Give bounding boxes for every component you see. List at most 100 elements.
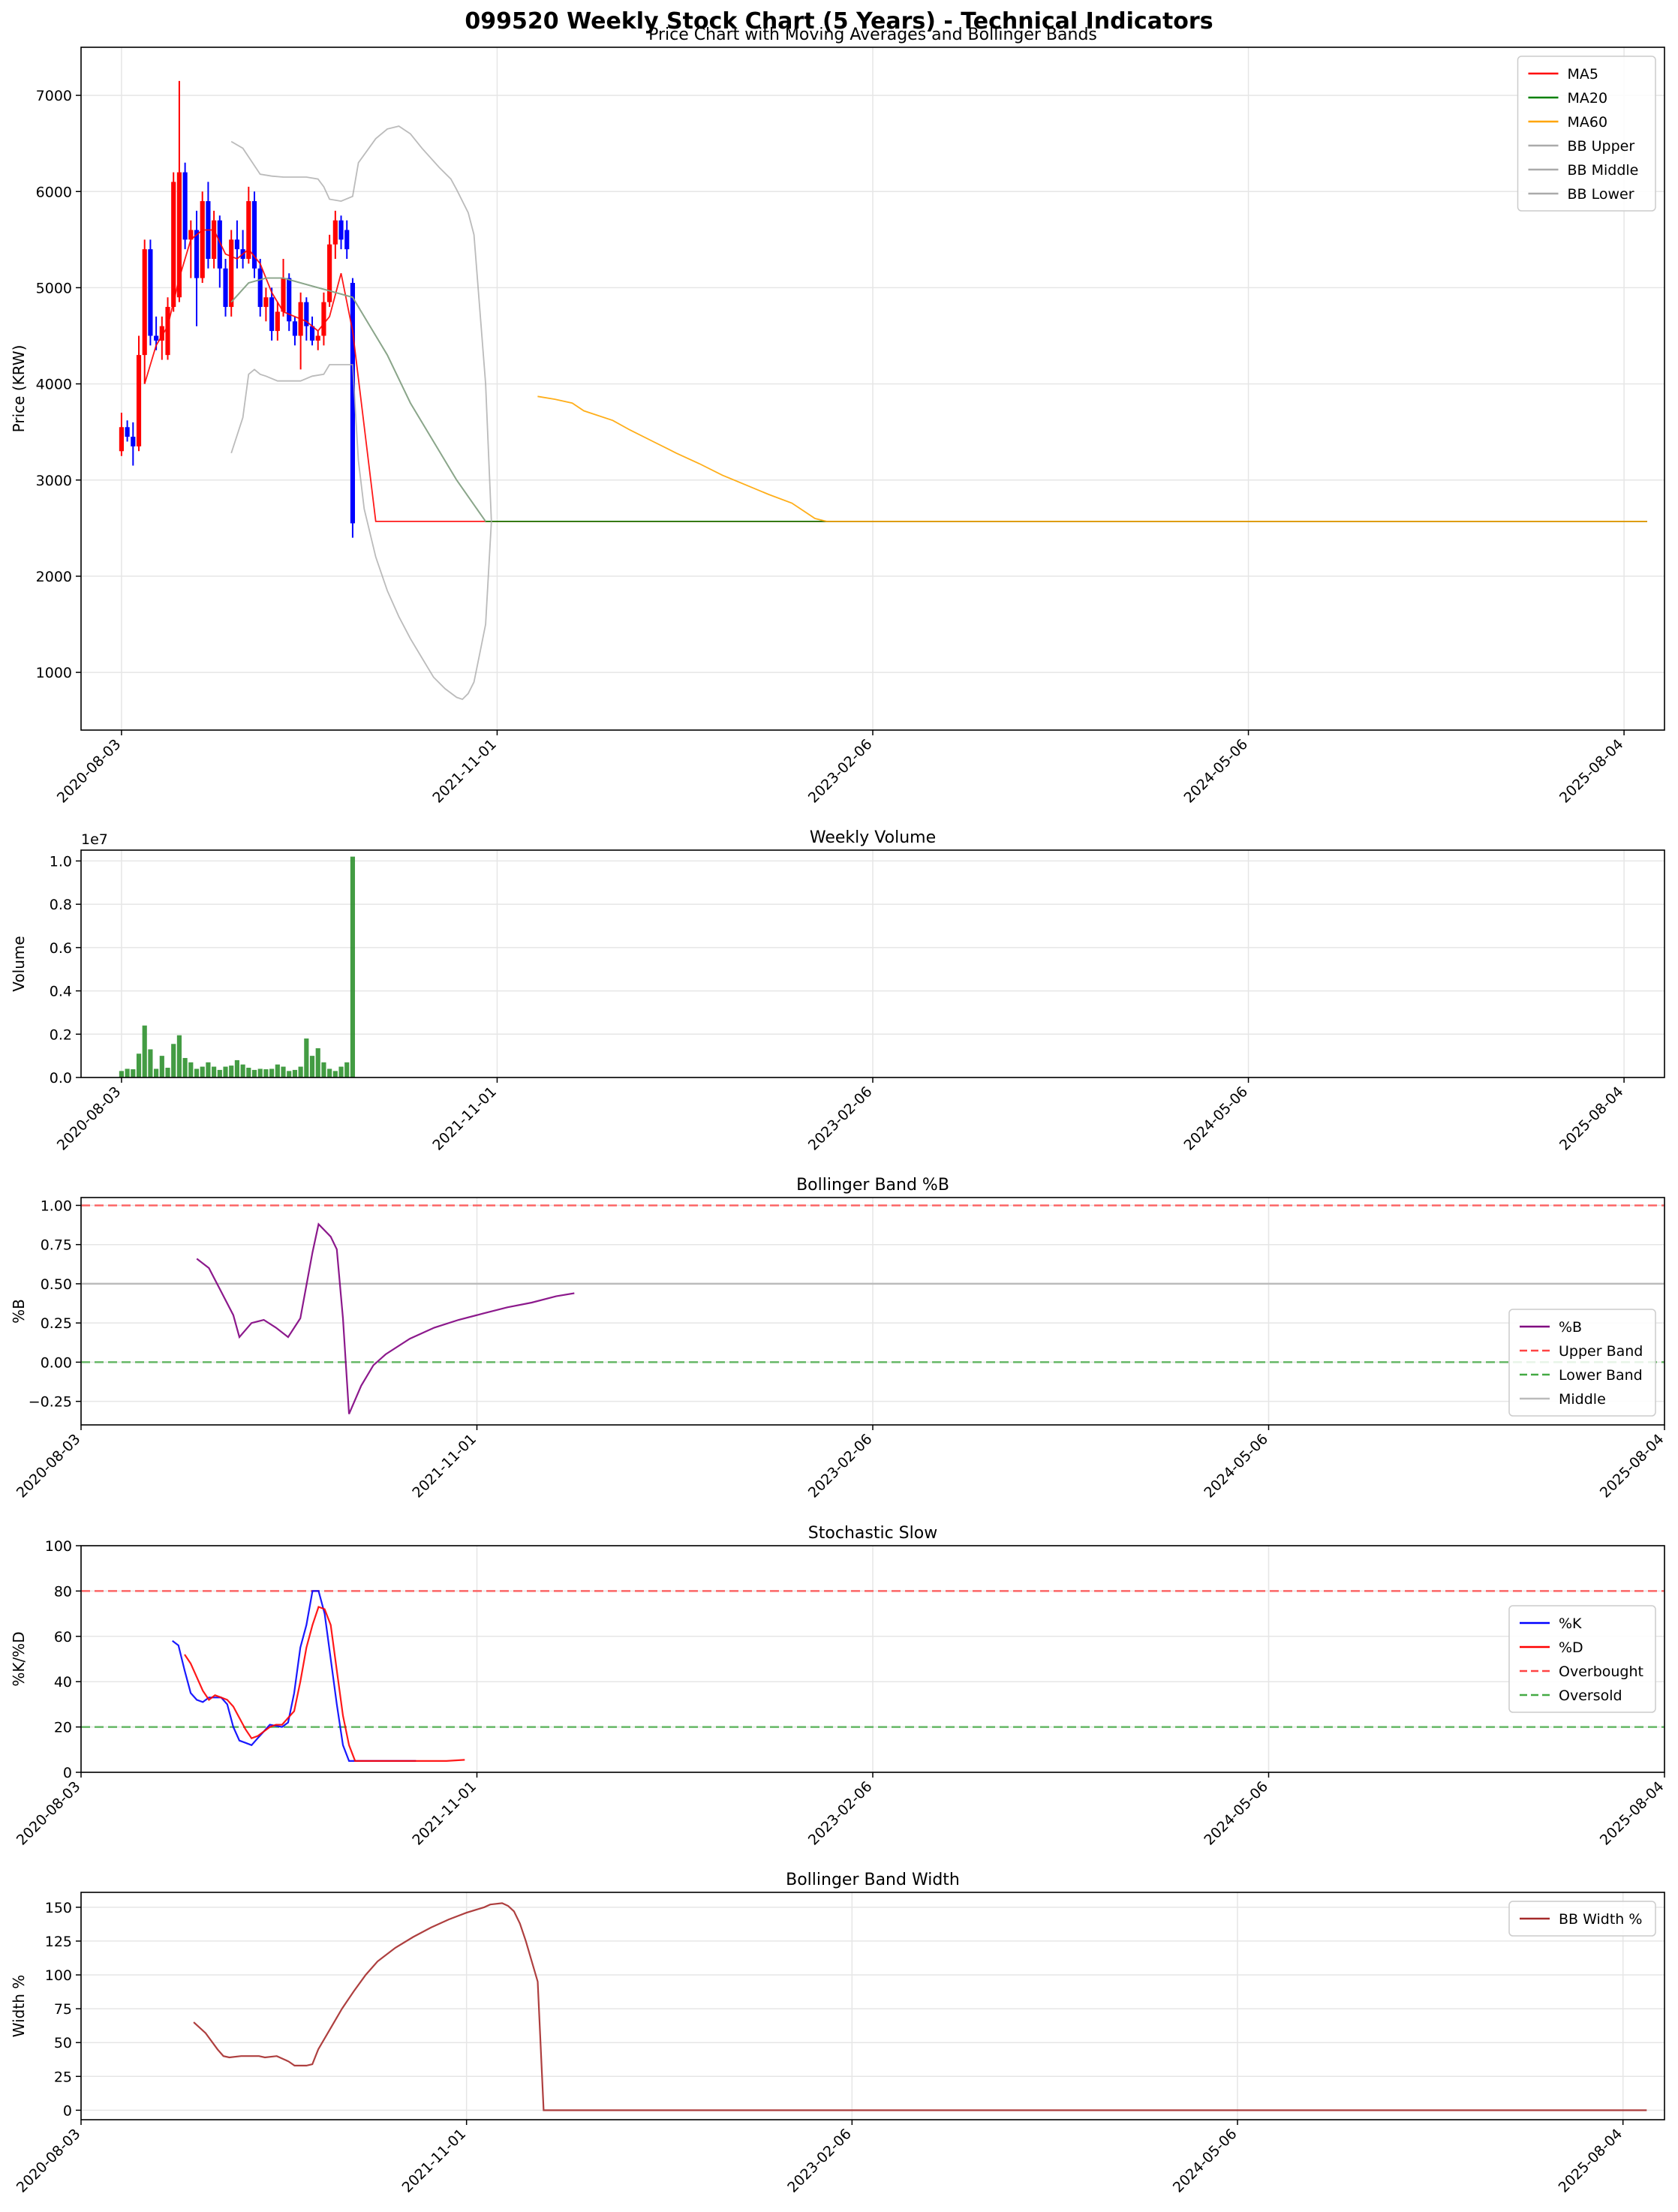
volume-bar	[176, 1035, 182, 1077]
candle-body	[119, 427, 124, 452]
volume-bar	[257, 1068, 263, 1077]
volume-bar	[304, 1038, 309, 1077]
legend-label-overbought: Overbought	[1559, 1664, 1643, 1680]
price-title: Price Chart with Moving Averages and Bol…	[648, 26, 1097, 44]
bb_percent-ylabel: %B	[10, 1299, 28, 1324]
candle-body	[200, 201, 205, 278]
volume-bar	[298, 1066, 303, 1077]
candle-body	[176, 172, 182, 298]
candle-body	[194, 230, 200, 278]
candle-body	[263, 297, 269, 308]
legend-label-middle: Middle	[1559, 1391, 1606, 1408]
stochastic-ytick-label: 60	[54, 1629, 72, 1645]
price-legend-box	[1517, 56, 1656, 212]
bb_percent-ytick-label: 0.50	[41, 1276, 72, 1293]
price-legend: MA5 MA20 MA60 BB Upper BB Middle BB Lower	[1517, 56, 1656, 212]
price-ytick-label: 3000	[36, 473, 72, 489]
legend-label--b: %B	[1559, 1319, 1582, 1336]
volume-bar	[119, 1071, 124, 1077]
candle-body	[136, 355, 142, 446]
volume-plot-area	[119, 856, 356, 1077]
volume-bar	[217, 1069, 222, 1077]
candle-body	[269, 297, 275, 332]
candle-body	[315, 335, 320, 341]
volume-bar	[338, 1066, 344, 1077]
candle-body	[350, 283, 356, 524]
volume-bar	[287, 1071, 292, 1077]
candle-body	[154, 335, 159, 341]
volume-bar	[131, 1069, 136, 1077]
candle-body	[275, 311, 280, 332]
volume-bar	[159, 1056, 164, 1077]
volume-ytick-label: 0.0	[50, 1070, 72, 1086]
candle-body	[171, 182, 176, 308]
volume-bar	[171, 1044, 176, 1077]
candle-body	[327, 244, 332, 302]
volume-bar	[240, 1064, 245, 1077]
figure-title: 099520 Weekly Stock Chart (5 Years) - Te…	[465, 8, 1213, 35]
legend-label-ma60: MA60	[1568, 114, 1608, 131]
stochastic-ytick-label: 0	[63, 1765, 72, 1781]
volume-bar	[206, 1062, 211, 1077]
volume-bar	[321, 1062, 326, 1077]
bb_width-ytick-label: 50	[54, 2035, 72, 2051]
price-ytick-label: 7000	[36, 88, 72, 104]
volume-bar	[281, 1066, 286, 1077]
price-ytick-label: 4000	[36, 377, 72, 393]
bb_width-axes-frame	[80, 1892, 1665, 2120]
bb_percent-legend: %B Upper Band Lower Band Middle	[1508, 1309, 1656, 1417]
volume-bar	[229, 1065, 234, 1077]
candle-body	[338, 220, 344, 240]
volume-bar	[148, 1049, 153, 1077]
series-line-bb-lower	[230, 364, 492, 701]
volume-bar	[223, 1066, 228, 1077]
series-line--b	[196, 1222, 575, 1414]
legend-label-bb-lower: BB Lower	[1568, 186, 1634, 203]
price-plot-area	[119, 80, 1647, 701]
price-ytick-label: 5000	[36, 280, 72, 296]
volume-bar	[309, 1056, 315, 1077]
legend-label-oversold: Oversold	[1559, 1688, 1622, 1704]
candle-body	[159, 326, 164, 341]
candle-body	[188, 230, 194, 240]
bb_percent-ytick-label: 1.00	[41, 1198, 72, 1214]
series-line--k	[172, 1590, 416, 1762]
bb_width-legend: BB Width %	[1508, 1901, 1656, 1937]
volume-bar	[194, 1068, 200, 1077]
volume-bar	[182, 1058, 188, 1077]
volume-offset-label: 1e7	[81, 831, 108, 848]
volume-ylabel: Volume	[10, 936, 28, 991]
candle-body	[212, 220, 217, 259]
volume-ytick-label: 0.6	[50, 940, 72, 957]
bb_width-plot-area	[193, 1902, 1647, 2111]
candle-body	[246, 201, 251, 259]
bb_percent-ytick-label: 0.25	[41, 1315, 72, 1332]
volume-title: Weekly Volume	[810, 828, 936, 847]
stochastic-plot-area	[172, 1590, 465, 1762]
volume-bar	[188, 1062, 194, 1077]
candle-body	[251, 201, 257, 269]
stochastic-ytick-label: 40	[54, 1674, 72, 1691]
stochastic-legend: %K %D Overbought Oversold	[1508, 1605, 1656, 1713]
bb_percent-ytick-label: 0.00	[41, 1354, 72, 1371]
stochastic-legend-box	[1508, 1605, 1656, 1713]
legend-label-ma20: MA20	[1568, 90, 1608, 107]
volume-bar	[125, 1068, 130, 1077]
bb_width-ytick-label: 0	[63, 2102, 72, 2119]
legend-label--k: %K	[1559, 1615, 1582, 1632]
price-ytick-label: 2000	[36, 569, 72, 585]
bb_width-ytick-label: 25	[54, 2069, 72, 2085]
bb_width-legend-box	[1508, 1901, 1656, 1937]
volume-bar	[327, 1068, 332, 1077]
candle-body	[321, 302, 326, 336]
volume-bar	[269, 1068, 275, 1077]
candle-body	[131, 437, 136, 446]
stochastic-ylabel: %K/%D	[10, 1631, 28, 1686]
price-ytick-label: 1000	[36, 665, 72, 681]
volume-bar	[154, 1068, 159, 1077]
price-ytick-label: 6000	[36, 184, 72, 200]
candle-body	[142, 249, 147, 356]
